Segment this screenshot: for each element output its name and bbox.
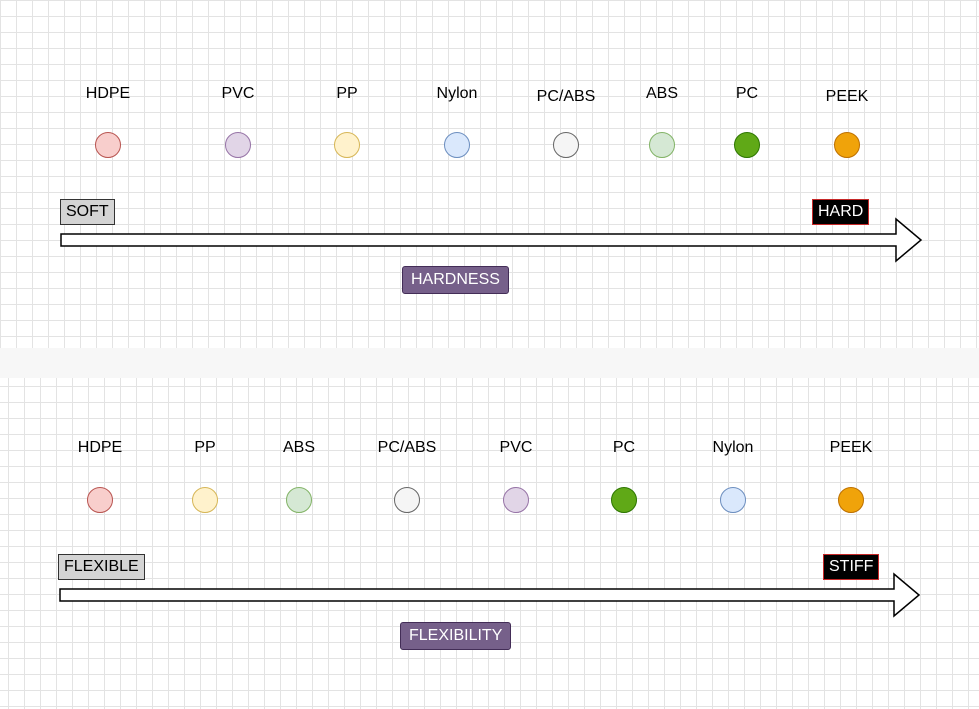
hardness-material-circle-hdpe <box>95 132 121 158</box>
stiff-label: STIFF <box>823 554 880 580</box>
hardness-material-label-hdpe: HDPE <box>85 85 131 102</box>
hardness-material-circle-abs <box>649 132 675 158</box>
section-divider <box>0 348 979 378</box>
flexibility-material-label-hdpe: HDPE <box>77 439 123 456</box>
soft-label: SOFT <box>60 199 115 225</box>
flexibility-axis-title: FLEXIBILITY <box>400 622 512 650</box>
flexibility-diagram: HDPE PP ABS PC/ABS PVC PC Nylon PEEK FLEXIBLE S… <box>0 378 979 709</box>
hardness-material-circle-pp <box>334 132 360 158</box>
hardness-material-label-pp: PP <box>336 85 358 102</box>
flexibility-material-circle-abs <box>286 487 312 513</box>
hardness-material-circle-nylon <box>444 132 470 158</box>
hardness-material-circle-peek <box>834 132 860 158</box>
flexibility-material-label-pvc: PVC <box>499 439 533 456</box>
flexibility-material-label-pp: PP <box>194 439 216 456</box>
flexibility-material-label-pc-abs: PC/ABS <box>377 439 437 456</box>
flexibility-material-circle-pvc <box>503 487 529 513</box>
flexibility-material-circle-pc-abs <box>394 487 420 513</box>
hard-label: HARD <box>812 199 870 225</box>
flexibility-material-label-abs: ABS <box>282 439 316 456</box>
flexibility-material-label-nylon: Nylon <box>712 439 754 456</box>
hardness-material-label-abs: ABS <box>645 85 679 102</box>
hardness-material-label-pc-abs: PC/ABS <box>536 88 596 105</box>
hardness-material-label-peek: PEEK <box>825 88 869 105</box>
flexibility-material-circle-pc <box>611 487 637 513</box>
flexibility-material-circle-hdpe <box>87 487 113 513</box>
hardness-material-circle-pvc <box>225 132 251 158</box>
hardness-material-label-pc: PC <box>735 85 759 102</box>
flexibility-material-label-pc: PC <box>612 439 636 456</box>
hardness-arrow <box>60 217 923 263</box>
flexible-label: FLEXIBLE <box>58 554 145 580</box>
flexibility-material-circle-peek <box>838 487 864 513</box>
hardness-material-label-pvc: PVC <box>221 85 255 102</box>
flexibility-arrow <box>59 572 921 618</box>
hardness-material-circle-pc-abs <box>553 132 579 158</box>
hardness-diagram: HDPE PVC PP Nylon PC/ABS ABS PC PEEK SOFT HARD … <box>0 0 979 348</box>
hardness-material-circle-pc <box>734 132 760 158</box>
flexibility-material-circle-pp <box>192 487 218 513</box>
hardness-axis-title: HARDNESS <box>402 266 509 294</box>
flexibility-material-label-peek: PEEK <box>829 439 873 456</box>
hardness-material-label-nylon: Nylon <box>436 85 478 102</box>
flexibility-material-circle-nylon <box>720 487 746 513</box>
